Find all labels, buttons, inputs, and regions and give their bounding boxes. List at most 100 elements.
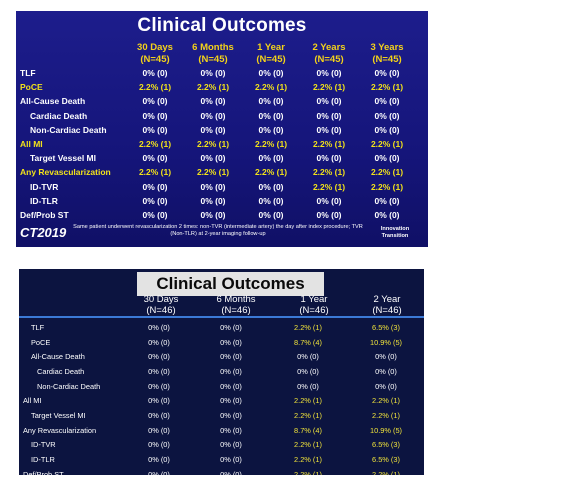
tct-logo: CT2019	[20, 225, 67, 240]
table-cell: 0% (0)	[148, 469, 170, 475]
table-cell: 2.2% (1)	[372, 469, 400, 475]
table-cell: 0% (0)	[200, 209, 226, 220]
table-cell: 2.2% (1)	[196, 167, 230, 178]
table-cell: 0% (0)	[297, 381, 319, 391]
table-row: All-Cause Death 0% (0) 0% (0) 0% (0) 0% …	[23, 349, 423, 364]
row-label: PoCE	[31, 337, 51, 347]
table-row: TLF 0% (0) 0% (0) 2.2% (1) 6.5% (3)	[23, 320, 423, 335]
table-row: Def/Prob ST 0% (0) 0% (0) 0% (0) 0% (0) …	[20, 208, 416, 222]
slide2-col-header: 30 Days (N=46)	[131, 294, 191, 316]
row-label: Non-Cardiac Death	[30, 124, 107, 135]
table-cell: 0% (0)	[297, 366, 319, 376]
col-n: (N=45)	[140, 54, 170, 65]
table-cell: 0% (0)	[374, 110, 400, 121]
slide2-outcomes-table: TLF 0% (0) 0% (0) 2.2% (1) 6.5% (3) PoCE…	[23, 320, 423, 475]
col-label: 6 Months	[192, 42, 234, 53]
table-cell: 0% (0)	[374, 68, 400, 79]
slide-2-year-outcomes: Clinical Outcomes 30 Days (N=46) 6 Months…	[19, 269, 424, 475]
table-cell: 0% (0)	[148, 366, 170, 376]
table-cell: 2.2% (1)	[312, 167, 346, 178]
table-cell: 0% (0)	[316, 110, 342, 121]
table-cell: 0% (0)	[258, 110, 284, 121]
table-cell: 8.7% (4)	[294, 337, 322, 347]
table-cell: 0% (0)	[148, 352, 170, 362]
table-cell: 6.5% (3)	[372, 455, 400, 465]
table-cell: 0% (0)	[297, 352, 319, 362]
col-n: (N=45)	[256, 54, 286, 65]
slide1-header-row: 30 Days (N=45) 6 Months (N=45) 1 Year (N=45…	[20, 42, 416, 66]
row-label: Any Revascularization	[20, 167, 111, 178]
table-cell: 0% (0)	[148, 455, 170, 465]
table-cell: 0% (0)	[258, 181, 284, 192]
row-label: All MI	[23, 396, 42, 406]
table-cell: 0% (0)	[220, 352, 242, 362]
table-cell: 0% (0)	[220, 425, 242, 435]
table-cell: 0% (0)	[200, 153, 226, 164]
table-cell: 0% (0)	[316, 68, 342, 79]
table-cell: 0% (0)	[142, 96, 168, 107]
row-label: Cardiac Death	[30, 110, 88, 121]
table-cell: 2.2% (1)	[254, 82, 288, 93]
table-row: Non-Cardiac Death 0% (0) 0% (0) 0% (0) 0…	[23, 379, 423, 394]
table-cell: 0% (0)	[220, 366, 242, 376]
col-label: 2 Years	[312, 42, 346, 53]
table-cell: 10.9% (5)	[369, 425, 403, 435]
row-label: Cardiac Death	[37, 366, 85, 376]
slide1-col-header: 1 Year (N=45)	[242, 42, 300, 66]
table-cell: 0% (0)	[142, 153, 168, 164]
row-label: ID-TLR	[31, 455, 55, 465]
col-n: (N=45)	[314, 54, 344, 65]
transition-label: Transition	[381, 233, 409, 239]
col-n: (N=45)	[198, 54, 228, 65]
col-label: 3 Years	[370, 42, 404, 53]
table-cell: 2.2% (1)	[370, 82, 404, 93]
table-cell: 0% (0)	[142, 195, 168, 206]
table-cell: 0% (0)	[258, 96, 284, 107]
table-cell: 2.2% (1)	[294, 440, 322, 450]
col-label: 6 Months	[216, 294, 256, 305]
col-label: 1 Year	[300, 294, 328, 305]
table-row: Any Revascularization 2.2% (1) 2.2% (1) …	[20, 165, 416, 179]
table-row: Non-Cardiac Death 0% (0) 0% (0) 0% (0) 0…	[20, 123, 416, 137]
slide1-col-header: 6 Months (N=45)	[184, 42, 242, 66]
table-cell: 0% (0)	[220, 440, 242, 450]
table-cell: 0% (0)	[258, 195, 284, 206]
innovation-label: Innovation	[380, 226, 410, 232]
row-label: ID-TVR	[30, 181, 59, 192]
col-n: (N=45)	[372, 54, 402, 65]
slide2-col-header: 6 Months (N=46)	[206, 294, 266, 316]
table-cell: 2.2% (1)	[294, 469, 322, 475]
row-label: Def/Prob ST	[23, 469, 64, 475]
slide1-outcomes-table: 30 Days (N=45) 6 Months (N=45) 1 Year (N=45…	[20, 42, 416, 222]
col-label: 2 Year	[373, 294, 401, 305]
table-cell: 2.2% (1)	[294, 455, 322, 465]
table-cell: 0% (0)	[375, 352, 397, 362]
table-row: Target Vessel MI 0% (0) 0% (0) 0% (0) 0%…	[20, 151, 416, 165]
table-cell: 2.2% (1)	[312, 139, 346, 150]
slide2-col-header: 1 Year (N=46)	[284, 294, 344, 316]
table-row: PoCE 0% (0) 0% (0) 8.7% (4) 10.9% (5)	[23, 335, 423, 350]
table-cell: 2.2% (1)	[372, 410, 400, 420]
table-cell: 0% (0)	[200, 68, 226, 79]
table-cell: 8.7% (4)	[294, 425, 322, 435]
table-row: All-Cause Death 0% (0) 0% (0) 0% (0) 0% …	[20, 94, 416, 108]
table-cell: 0% (0)	[200, 181, 226, 192]
table-cell: 6.5% (3)	[372, 440, 400, 450]
table-cell: 2.2% (1)	[370, 139, 404, 150]
table-cell: 10.9% (5)	[369, 337, 403, 347]
slide-3-year-outcomes: Clinical Outcomes 30 Days (N=45) 6 Months…	[16, 11, 428, 247]
table-cell: 0% (0)	[316, 124, 342, 135]
table-cell: 2.2% (1)	[138, 139, 172, 150]
table-cell: 2.2% (1)	[294, 410, 322, 420]
table-cell: 0% (0)	[258, 153, 284, 164]
table-cell: 2.2% (1)	[312, 82, 346, 93]
table-row: PoCE 2.2% (1) 2.2% (1) 2.2% (1) 2.2% (1)…	[20, 80, 416, 94]
col-n: (N=46)	[372, 305, 402, 316]
row-label: TLF	[31, 322, 45, 332]
row-label: TLF	[20, 68, 36, 79]
table-cell: 0% (0)	[200, 124, 226, 135]
table-row: All MI 0% (0) 0% (0) 2.2% (1) 2.2% (1)	[23, 393, 423, 408]
table-cell: 2.2% (1)	[196, 139, 230, 150]
row-label: Any Revascularization	[23, 425, 97, 435]
table-cell: 0% (0)	[142, 209, 168, 220]
